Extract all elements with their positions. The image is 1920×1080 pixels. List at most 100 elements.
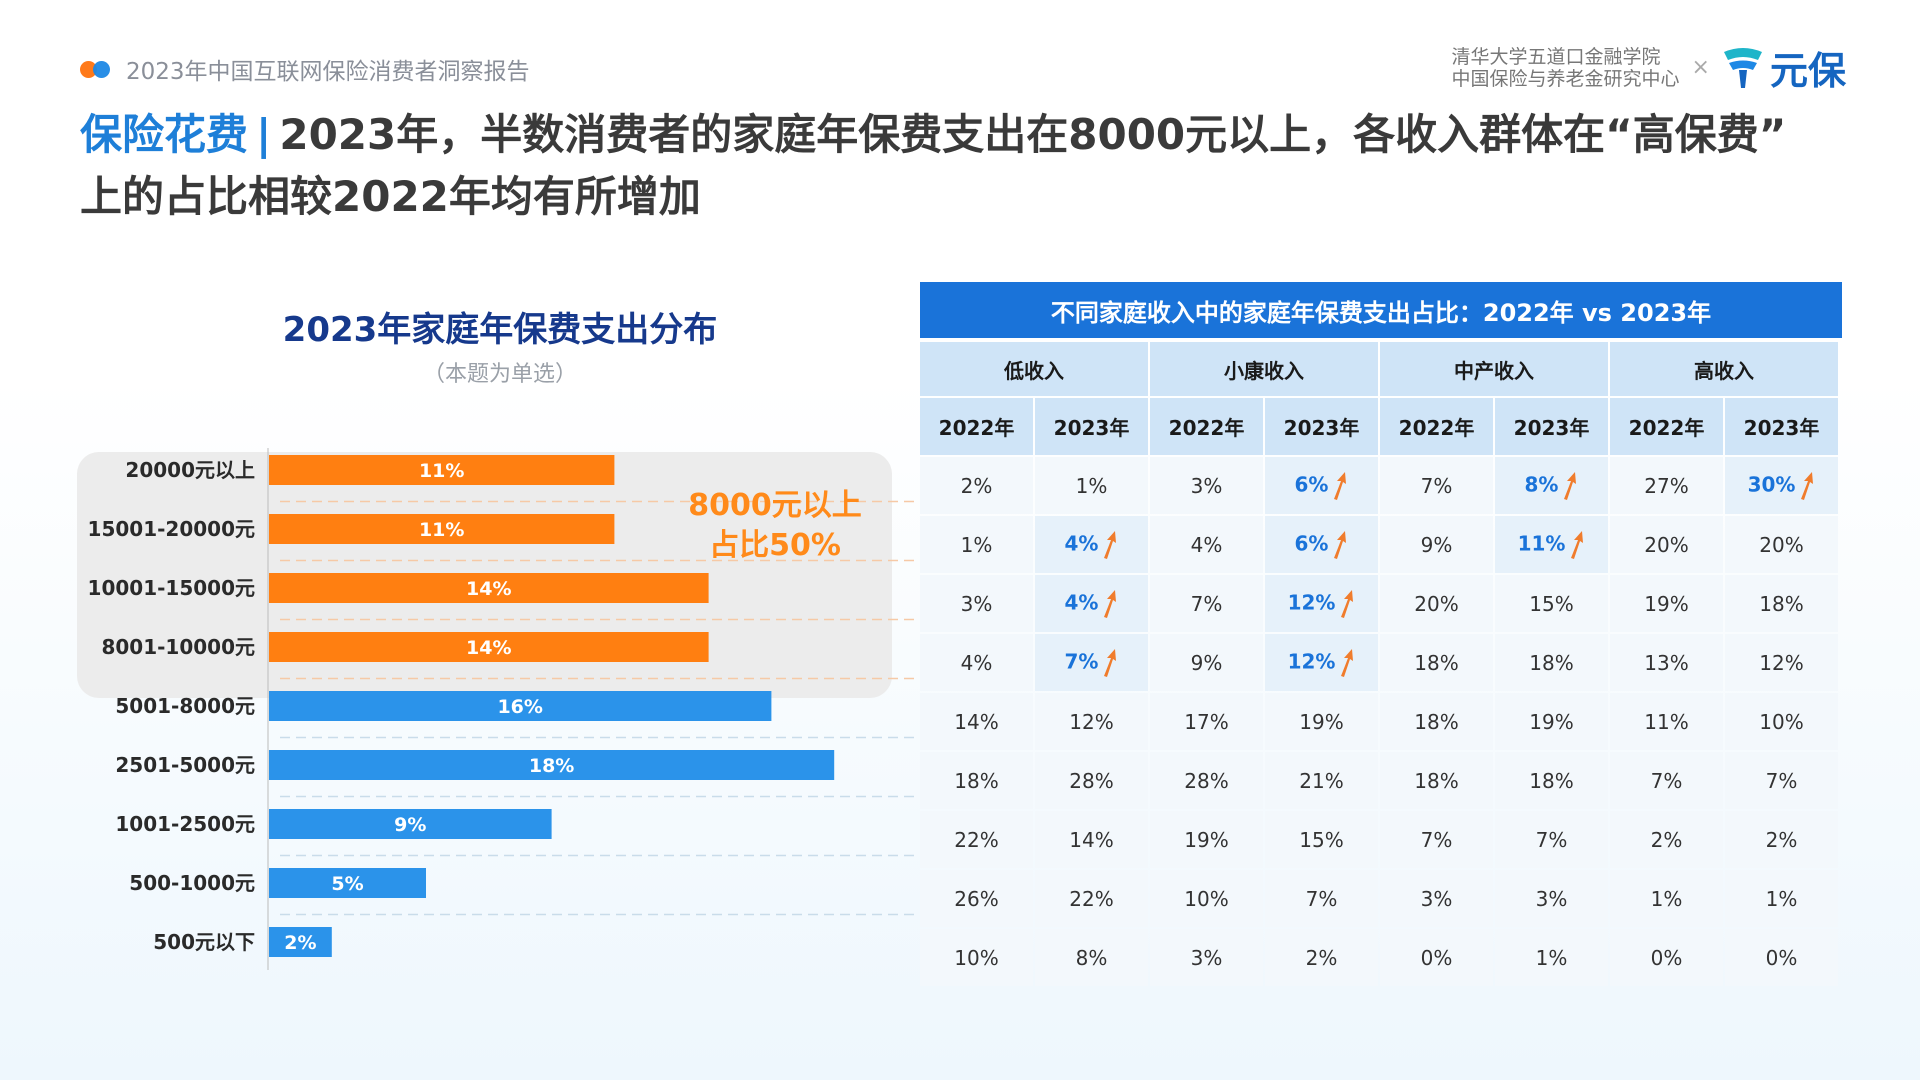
- increase-arrow-icon: [1104, 589, 1117, 618]
- cell-value: 12%: [1069, 709, 1114, 734]
- cell-value: 3%: [1190, 473, 1223, 498]
- cell-value: 1%: [960, 532, 993, 557]
- cell-value: 7%: [1420, 827, 1453, 852]
- cell-value: 3%: [960, 591, 993, 616]
- table-cell: 22%: [920, 811, 1033, 868]
- data-table: 低收入 小康收入 中产收入 高收入 2022年 2023年 2022年 2023…: [918, 340, 1840, 988]
- table-cell: 3%: [1380, 870, 1493, 927]
- cell-value: 18%: [1414, 709, 1459, 734]
- cell-value: 28%: [1184, 768, 1229, 793]
- table-cell: 4%: [1035, 575, 1148, 632]
- table-cell: 1%: [1725, 870, 1838, 927]
- table-row: 3% 4% 7% 12% 20% 15% 19% 18%: [920, 575, 1838, 632]
- category-label: 500元以下: [153, 930, 255, 954]
- group-header: 中产收入: [1380, 342, 1608, 396]
- table-cell: 28%: [1035, 752, 1148, 809]
- table-cell: 7%: [1725, 752, 1838, 809]
- bar-value-label: 18%: [529, 755, 574, 777]
- table-row: 4% 7% 9% 12% 18% 18% 13% 12%: [920, 634, 1838, 691]
- report-name: 2023年中国互联网保险消费者洞察报告: [126, 59, 530, 85]
- cell-value: 8%: [1524, 472, 1559, 496]
- cell-value: 1%: [1535, 945, 1568, 970]
- title-line-1: 2023年，半数消费者的家庭年保费支出在8000元以上，各收入群体在“高保费”: [279, 110, 1787, 159]
- page-title: 保险花费 | 2023年，半数消费者的家庭年保费支出在8000元以上，各收入群体在“…: [80, 104, 1860, 228]
- table-cell: 0%: [1725, 929, 1838, 986]
- table-cell: 1%: [1035, 457, 1148, 514]
- title-line-2: 上的占比相较2022年均有所增加: [80, 172, 701, 221]
- group-header: 高收入: [1610, 342, 1838, 396]
- cell-value: 1%: [1650, 886, 1683, 911]
- table-cell: 18%: [1495, 634, 1608, 691]
- table-cell: 18%: [1725, 575, 1838, 632]
- cell-value: 18%: [1414, 650, 1459, 675]
- cell-value: 27%: [1644, 473, 1689, 498]
- yuanbao-logo-icon: [1723, 47, 1762, 88]
- cell-value: 7%: [1305, 886, 1338, 911]
- cell-value: 0%: [1420, 945, 1453, 970]
- bar: [269, 514, 615, 544]
- table-cell: 28%: [1150, 752, 1263, 809]
- cell-value: 7%: [1765, 768, 1798, 793]
- brand-dots-icon: [80, 59, 116, 79]
- bar: [269, 927, 332, 957]
- cell-value: 6%: [1294, 472, 1329, 496]
- partner-name: 清华大学五道口金融学院 中国保险与养老金研究中心: [1452, 46, 1680, 90]
- cell-value: 0%: [1650, 945, 1683, 970]
- table-cell: 10%: [1725, 693, 1838, 750]
- year-header: 2023年: [1035, 398, 1148, 455]
- table-row: 14% 12% 17% 19% 18% 19% 11% 10%: [920, 693, 1838, 750]
- cell-value: 1%: [1075, 473, 1108, 498]
- table-cell: 20%: [1725, 516, 1838, 573]
- table-cell: 3%: [920, 575, 1033, 632]
- table-cell: 4%: [1035, 516, 1148, 573]
- bar-value-label: 14%: [466, 578, 511, 600]
- table-cell: 15%: [1265, 811, 1378, 868]
- table-cell: 1%: [1495, 929, 1608, 986]
- table-cell: 10%: [920, 929, 1033, 986]
- table-cell: 30%: [1725, 457, 1838, 514]
- cell-value: 12%: [1759, 650, 1804, 675]
- cell-value: 2%: [960, 473, 993, 498]
- cell-value: 11%: [1644, 709, 1689, 734]
- cell-value: 4%: [1064, 531, 1099, 555]
- year-header: 2023年: [1495, 398, 1608, 455]
- table-cell: 3%: [1150, 457, 1263, 514]
- cell-value: 19%: [1184, 827, 1229, 852]
- cell-value: 21%: [1299, 768, 1344, 793]
- cell-value: 20%: [1414, 591, 1459, 616]
- table-cell: 2%: [1610, 811, 1723, 868]
- title-accent: 保险花费: [80, 110, 249, 159]
- chart-subtitle: （本题为单选）: [422, 362, 577, 387]
- year-header: 2022年: [920, 398, 1033, 455]
- bar-value-label: 11%: [419, 519, 464, 541]
- cell-value: 30%: [1747, 472, 1796, 496]
- cell-value: 12%: [1287, 590, 1336, 614]
- group-header: 小康收入: [1150, 342, 1378, 396]
- table-cell: 22%: [1035, 870, 1148, 927]
- cell-value: 4%: [960, 650, 993, 675]
- year-header: 2022年: [1150, 398, 1263, 455]
- table-cell: 9%: [1380, 516, 1493, 573]
- partner-line-1: 清华大学五道口金融学院: [1451, 45, 1661, 68]
- year-header: 2022年: [1380, 398, 1493, 455]
- cell-value: 15%: [1529, 591, 1574, 616]
- table-cell: 20%: [1380, 575, 1493, 632]
- cell-value: 19%: [1529, 709, 1574, 734]
- cell-value: 1%: [1765, 886, 1798, 911]
- cell-value: 17%: [1184, 709, 1229, 734]
- increase-arrow-icon: [1571, 530, 1584, 559]
- bar-value-label: 16%: [497, 696, 542, 718]
- category-label: 5001-8000元: [115, 694, 255, 718]
- table-cell: 4%: [920, 634, 1033, 691]
- table-cell: 12%: [1035, 693, 1148, 750]
- table-cell: 7%: [1380, 811, 1493, 868]
- table-cell: 2%: [920, 457, 1033, 514]
- chart-callout: 8000元以上 占比50%: [680, 486, 870, 566]
- bar: [269, 632, 709, 662]
- table-cell: 9%: [1150, 634, 1263, 691]
- cell-value: 10%: [1184, 886, 1229, 911]
- category-label: 2501-5000元: [115, 753, 255, 777]
- table-cell: 18%: [1380, 693, 1493, 750]
- cell-value: 19%: [1299, 709, 1344, 734]
- table-cell: 0%: [1380, 929, 1493, 986]
